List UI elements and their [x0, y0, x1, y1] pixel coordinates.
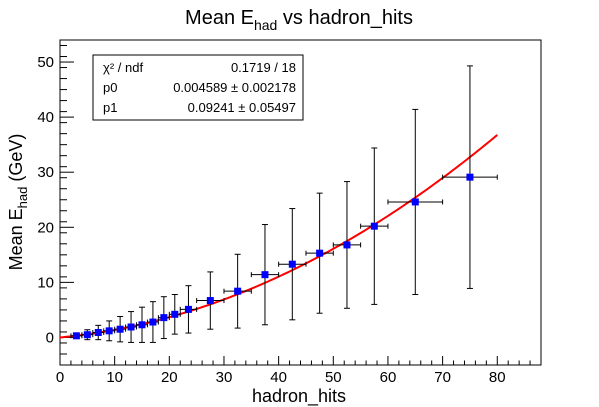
data-point: [114, 316, 127, 343]
x-tick-label: 60: [380, 369, 397, 386]
data-points: [70, 65, 498, 343]
point-marker: [160, 314, 168, 322]
plot-area: 0 10 20 30 40 50 60 70 80 0 10 20 30 40 50: [37, 39, 542, 386]
stats-label-p1: p1: [103, 100, 117, 115]
point-marker: [94, 329, 102, 336]
point-marker: [184, 305, 192, 313]
data-point: [125, 311, 138, 343]
point-marker: [149, 318, 157, 326]
y-tick-label: 20: [37, 219, 54, 236]
x-tick-label: 0: [56, 369, 64, 386]
x-tick-label: 30: [216, 369, 233, 386]
x-tick-label: 50: [325, 369, 342, 386]
stats-value-p1: 0.09241 ± 0.05497: [188, 100, 296, 115]
data-point: [387, 108, 444, 295]
data-point: [278, 208, 307, 321]
point-marker: [370, 222, 378, 230]
data-point: [332, 181, 362, 309]
data-point: [442, 65, 498, 289]
x-tick-label: 70: [434, 369, 451, 386]
y-axis-label: Mean Ehad (GeV): [6, 134, 30, 271]
point-marker: [288, 260, 296, 268]
x-axis: 0 10 20 30 40 50 60 70 80: [56, 356, 542, 386]
data-point: [196, 271, 225, 330]
x-tick-label: 10: [106, 369, 123, 386]
point-marker: [466, 173, 474, 181]
point-marker: [171, 310, 179, 318]
y-axis: 0 10 20 30 40 50: [37, 45, 74, 366]
y-tick-label: 40: [37, 109, 54, 126]
y-tick-label: 50: [37, 54, 54, 71]
data-point: [305, 192, 334, 314]
y-tick-label: 10: [37, 274, 54, 291]
point-marker: [206, 297, 214, 305]
stats-box: χ² / ndf 0.1719 / 18 p0 0.004589 ± 0.002…: [92, 54, 304, 121]
point-marker: [138, 321, 146, 329]
data-point: [157, 296, 170, 340]
point-marker: [234, 287, 242, 295]
data-point: [360, 147, 389, 305]
point-marker: [105, 327, 113, 335]
stats-label-chi2: χ² / ndf: [103, 60, 143, 75]
stats-value-chi2: 0.1719 / 18: [231, 60, 296, 75]
x-axis-label: hadron_hits: [252, 386, 346, 407]
data-point: [223, 253, 252, 329]
point-marker: [261, 271, 269, 279]
data-point: [146, 301, 159, 343]
point-marker: [127, 323, 135, 331]
stats-box-frame: [92, 54, 304, 121]
data-point: [168, 293, 181, 335]
point-marker: [83, 331, 91, 339]
point-marker: [316, 249, 324, 257]
point-marker: [343, 241, 351, 249]
stats-label-p0: p0: [103, 80, 117, 95]
chart-title: Mean Ehad vs hadron_hits: [185, 7, 413, 33]
point-marker: [411, 198, 419, 206]
y-tick-label: 0: [46, 329, 54, 346]
point-marker: [72, 332, 80, 340]
x-tick-label: 40: [270, 369, 287, 386]
x-tick-label: 20: [161, 369, 178, 386]
data-point: [136, 306, 148, 343]
data-point: [81, 329, 94, 341]
data-point: [250, 224, 280, 326]
point-marker: [116, 325, 124, 333]
y-tick-label: 30: [37, 164, 54, 181]
data-point: [179, 285, 198, 334]
stats-value-p0: 0.004589 ± 0.002178: [173, 80, 296, 95]
x-tick-label: 80: [489, 369, 506, 386]
